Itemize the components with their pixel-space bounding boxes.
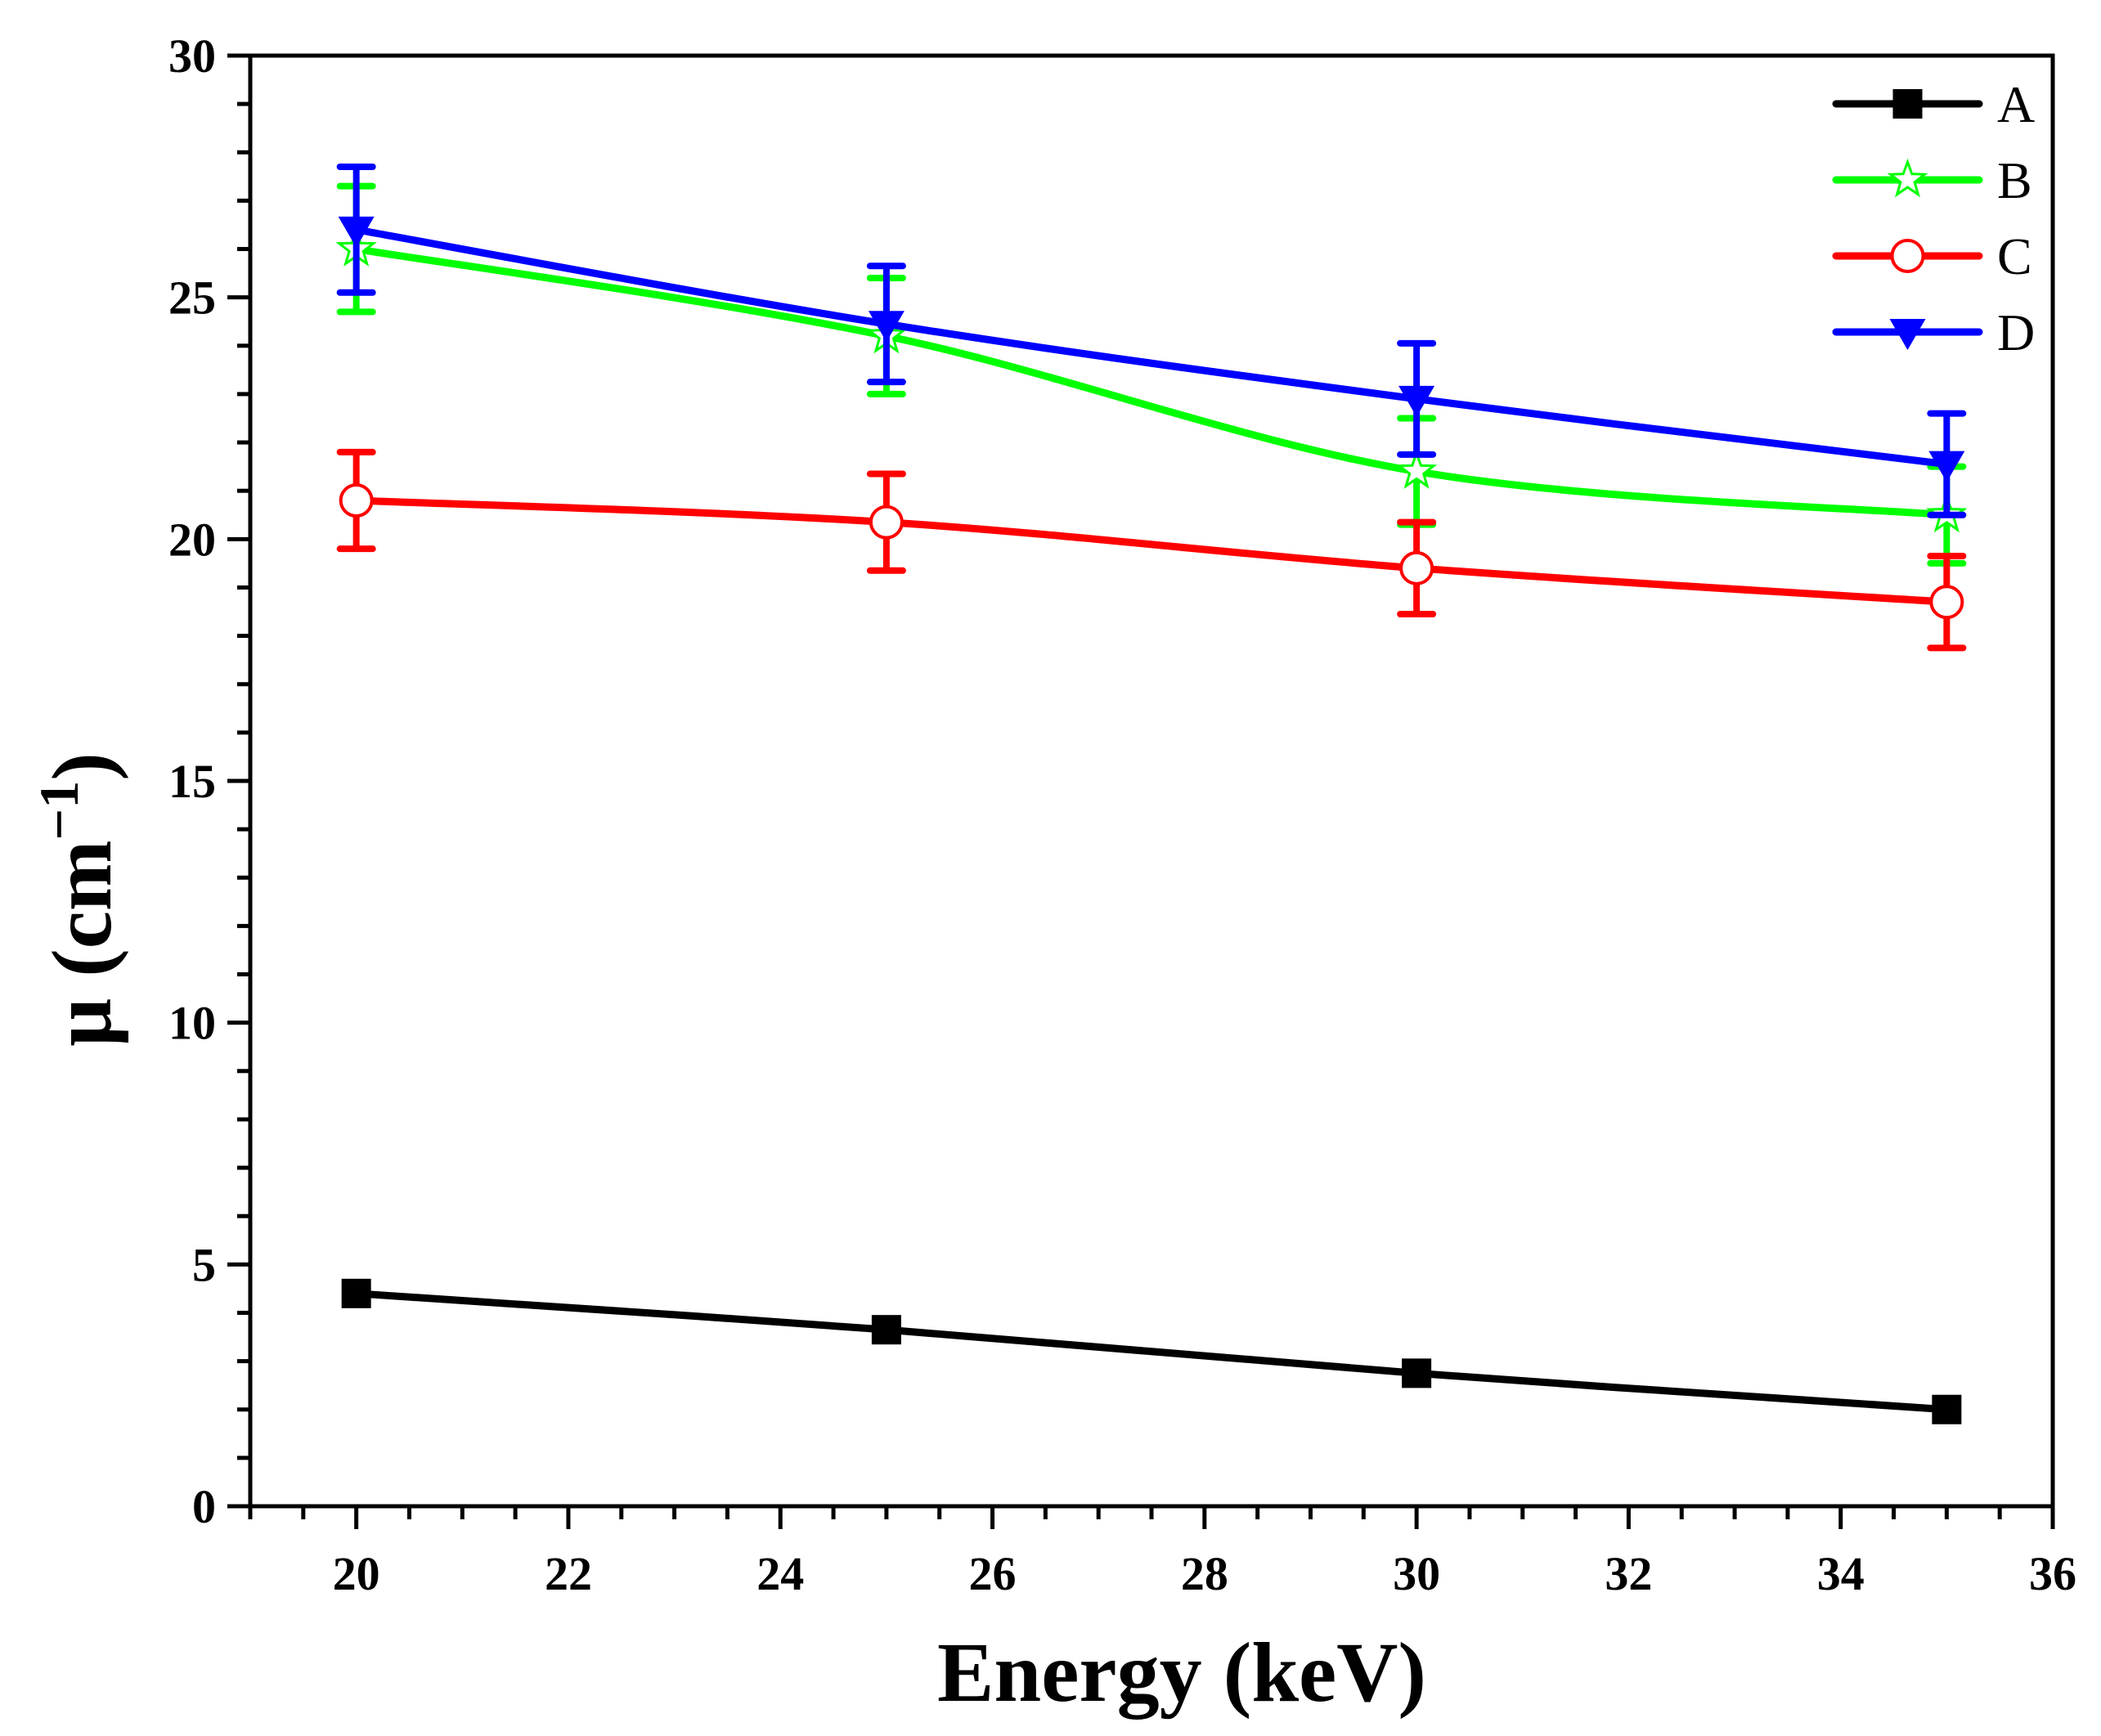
data-point-d bbox=[338, 216, 375, 248]
data-point-d bbox=[1398, 385, 1435, 417]
series-line-d bbox=[352, 226, 1951, 469]
legend-marker bbox=[1889, 319, 1926, 350]
x-tick-label: 26 bbox=[969, 1547, 1017, 1600]
series-layer bbox=[335, 164, 1968, 1424]
series-line-b bbox=[352, 245, 1951, 519]
y-axis-title-main: μ (cm bbox=[35, 841, 129, 1047]
data-point-c bbox=[1399, 550, 1434, 585]
data-point-a bbox=[1402, 1358, 1432, 1388]
x-tick-label: 28 bbox=[1181, 1547, 1228, 1600]
legend-item-a: A bbox=[1832, 75, 2035, 133]
series-line-c bbox=[352, 496, 1951, 606]
series-a bbox=[341, 1278, 1962, 1424]
y-tick-label: 15 bbox=[168, 755, 216, 808]
data-point-d bbox=[868, 311, 905, 343]
series-c bbox=[336, 448, 1967, 652]
data-point-d bbox=[1928, 451, 1965, 482]
x-tick-label: 36 bbox=[2029, 1547, 2076, 1600]
y-axis-title: μ (cm−1) bbox=[28, 752, 129, 1047]
x-tick-label: 24 bbox=[756, 1547, 804, 1600]
legend-label: C bbox=[1997, 227, 2032, 285]
series-d bbox=[336, 164, 1967, 518]
y-axis-title-close: ) bbox=[35, 752, 129, 781]
legend-item-c: C bbox=[1832, 227, 2032, 285]
data-point-a bbox=[871, 1315, 901, 1345]
legend-label: A bbox=[1997, 75, 2035, 133]
legend-item-b: B bbox=[1832, 151, 2032, 209]
data-point-c bbox=[339, 483, 374, 518]
y-tick-label: 30 bbox=[168, 29, 216, 83]
data-point-a bbox=[1932, 1394, 1962, 1424]
legend-label: B bbox=[1997, 151, 2032, 209]
y-tick-label: 5 bbox=[192, 1238, 216, 1291]
y-tick-label: 20 bbox=[168, 513, 216, 566]
data-point-a bbox=[341, 1278, 371, 1308]
legend-marker bbox=[1890, 239, 1925, 273]
legend-label: D bbox=[1997, 303, 2035, 361]
series-line-a bbox=[352, 1290, 1951, 1414]
x-tick-label: 20 bbox=[333, 1547, 380, 1600]
y-tick-label: 25 bbox=[168, 271, 216, 325]
y-axis-title-superscript: −1 bbox=[28, 781, 90, 841]
y-tick-label: 0 bbox=[192, 1480, 216, 1533]
legend-marker bbox=[1887, 158, 1928, 198]
y-tick-label: 10 bbox=[168, 997, 216, 1050]
legend-item-d: D bbox=[1832, 303, 2035, 361]
x-tick-label: 30 bbox=[1393, 1547, 1440, 1600]
data-point-b bbox=[1395, 450, 1438, 489]
x-axis-title: Energy (keV) bbox=[937, 1626, 1426, 1720]
data-point-c bbox=[869, 505, 904, 540]
x-tick-label: 32 bbox=[1605, 1547, 1652, 1600]
data-point-c bbox=[1929, 585, 1964, 620]
x-tick-label: 22 bbox=[545, 1547, 592, 1600]
axes: 0 5 10 15 20 25 30 20 22 24 26 28 30 32 34 36 bbox=[168, 29, 2076, 1600]
legend-marker bbox=[1892, 89, 1923, 119]
x-tick-label: 34 bbox=[1817, 1547, 1865, 1600]
